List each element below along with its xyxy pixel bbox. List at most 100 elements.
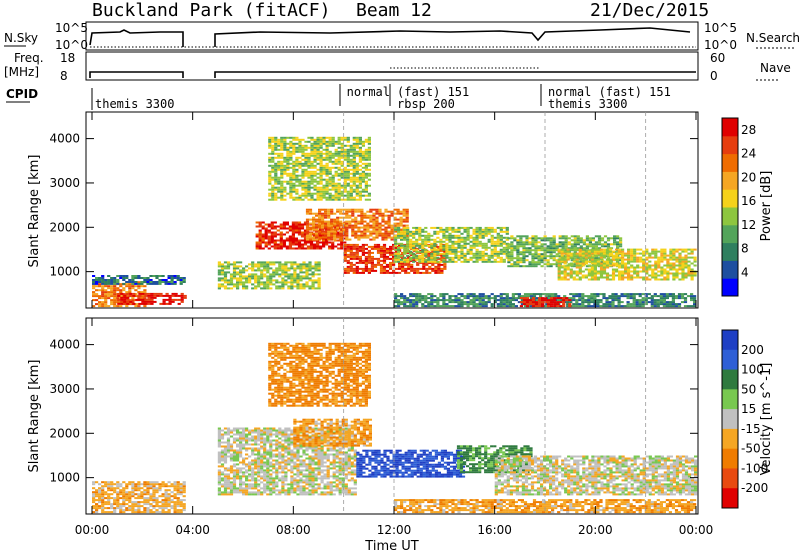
echo-cell: [273, 233, 277, 236]
echo-cell: [321, 226, 325, 229]
echo-cell: [565, 299, 569, 302]
echo-cell: [337, 150, 341, 153]
echo-cell: [223, 261, 228, 264]
echo-cell: [327, 234, 331, 237]
echo-cell: [693, 274, 697, 277]
echo-cell: [232, 273, 237, 276]
echo-cell: [319, 247, 323, 250]
echo-cell: [496, 260, 500, 263]
echo-cell: [466, 250, 470, 253]
echo-cell: [315, 236, 319, 239]
echo-cell: [466, 234, 470, 237]
echo-cell: [585, 239, 589, 242]
echo-cell: [546, 263, 550, 266]
echo-cell: [255, 247, 259, 250]
echo-cell: [431, 249, 435, 252]
echo-cell: [104, 301, 108, 304]
echo-cell: [289, 162, 293, 165]
echo-cell: [397, 301, 401, 304]
echo-cell: [271, 146, 275, 149]
echo-cell: [662, 295, 666, 298]
echo-cell: [294, 221, 298, 224]
echo-cell: [430, 297, 434, 300]
echo-cell: [294, 229, 298, 232]
echo-cell: [502, 299, 506, 302]
echo-cell: [319, 144, 323, 147]
echo-cell: [316, 138, 320, 141]
echo-cell: [274, 178, 278, 181]
echo-cell: [433, 230, 437, 233]
echo-cell: [308, 218, 313, 221]
echo-cell: [588, 241, 592, 244]
echo-cell: [557, 274, 561, 277]
echo-cell: [358, 146, 362, 149]
echo-cell: [590, 250, 594, 253]
echo-cell: [284, 261, 288, 264]
echo-cell: [472, 232, 476, 235]
echo-cell: [379, 255, 384, 258]
echo-cell: [463, 238, 467, 241]
echo-cell: [333, 236, 337, 239]
echo-cell: [327, 228, 331, 231]
echo-cell: [534, 251, 538, 254]
echo-cell: [454, 256, 458, 259]
echo-cell: [550, 301, 554, 304]
echo-cell: [510, 257, 514, 260]
echo-cell: [549, 245, 553, 248]
echo-cell: [584, 301, 588, 304]
echo-cell: [632, 299, 636, 302]
echo-cell: [389, 265, 393, 268]
echo-cell: [251, 283, 255, 286]
echo-cell: [174, 298, 178, 301]
echo-cell: [624, 272, 628, 275]
freq-line: [89, 71, 696, 78]
echo-cell: [370, 247, 374, 250]
echo-cell: [264, 231, 268, 234]
echo-cell: [321, 222, 325, 225]
echo-cell: [645, 258, 649, 261]
echo-cell: [584, 262, 588, 265]
echo-cell: [401, 269, 405, 272]
echo-cell: [343, 136, 347, 139]
echo-cell: [299, 271, 303, 274]
echo-cell: [513, 263, 517, 266]
echo-cell: [325, 156, 329, 159]
echo-cell: [629, 297, 633, 300]
echo-cell: [322, 172, 326, 175]
echo-cell: [424, 260, 428, 263]
echo-cell: [648, 268, 652, 271]
echo-cell: [384, 226, 388, 229]
echo-cell: [315, 220, 319, 223]
echo-cell: [493, 252, 497, 255]
echo-cell: [593, 274, 597, 277]
echo-cell: [125, 277, 129, 279]
echo-cell: [165, 294, 169, 297]
echo-cell: [104, 295, 108, 298]
echo-cell: [101, 287, 105, 290]
echo-cell: [302, 271, 306, 274]
echo-cell: [693, 248, 697, 251]
echo-cell: [367, 172, 371, 175]
echo-cell: [232, 267, 237, 270]
echo-cell: [666, 274, 670, 277]
echo-cell: [363, 226, 367, 229]
echo-cell: [448, 236, 452, 239]
echo-cell: [624, 258, 628, 261]
echo-cell: [242, 269, 246, 272]
echo-cell: [572, 272, 576, 275]
echo-cell: [293, 279, 297, 282]
echo-cell: [528, 299, 533, 302]
echo-cell: [378, 222, 382, 225]
echo-cell: [430, 258, 434, 261]
echo-cell: [522, 241, 526, 244]
echo-cell: [472, 295, 476, 298]
echo-cell: [275, 287, 279, 290]
echo-cell: [283, 140, 287, 143]
echo-cell: [165, 302, 169, 305]
echo-cell: [331, 180, 335, 183]
echo-cell: [348, 210, 352, 213]
echo-cell: [367, 138, 371, 141]
echo-cell: [352, 142, 356, 145]
echo-cell: [287, 285, 291, 288]
echo-cell: [496, 244, 500, 247]
